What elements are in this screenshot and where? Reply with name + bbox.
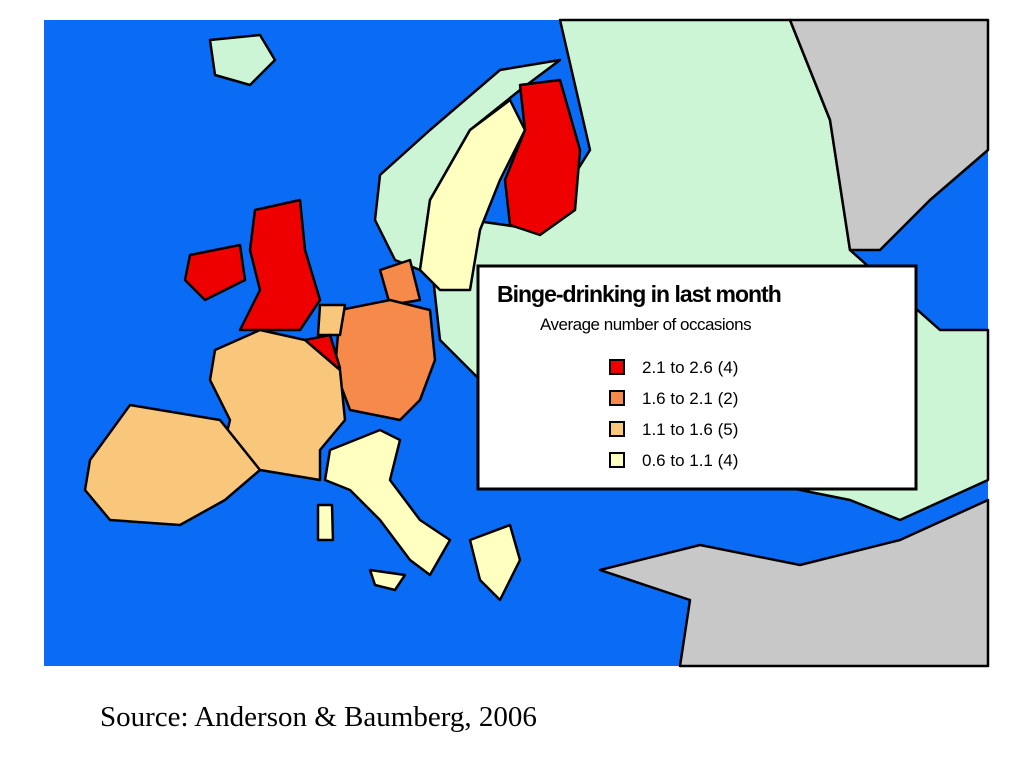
legend-label: 0.6 to 1.1 (4) (642, 451, 738, 470)
italy (323, 428, 452, 577)
legend-swatch (609, 359, 625, 375)
asia (788, 18, 990, 252)
legend-label: 1.1 to 1.6 (5) (642, 420, 738, 439)
map-title: Binge-drinking in last month (497, 281, 781, 307)
legend-label: 2.1 to 2.6 (4) (642, 358, 738, 377)
legend-box (476, 264, 918, 491)
map-subtitle: Average number of occasions (540, 315, 751, 334)
middle-east (598, 498, 990, 668)
legend-label: 1.6 to 2.1 (2) (642, 389, 738, 408)
legend-swatch (609, 390, 625, 406)
iceland (208, 33, 277, 87)
greece (468, 523, 522, 602)
sardinia (316, 503, 335, 542)
source: Source: Anderson & Baumberg, 2006 (100, 701, 537, 733)
denmark (378, 258, 422, 307)
ireland (183, 243, 247, 302)
legend-swatch (609, 452, 625, 468)
legend: 2.1 to 2.6 (4) 1.6 to 2.1 (2) 1.1 to 1.6 (… (609, 358, 738, 470)
france (208, 328, 347, 482)
finland (503, 78, 582, 237)
sicily (368, 568, 407, 592)
legend-swatch (609, 421, 625, 437)
sweden (418, 98, 527, 292)
uk (238, 198, 322, 332)
iberia (83, 403, 262, 527)
netherlands (316, 303, 347, 337)
